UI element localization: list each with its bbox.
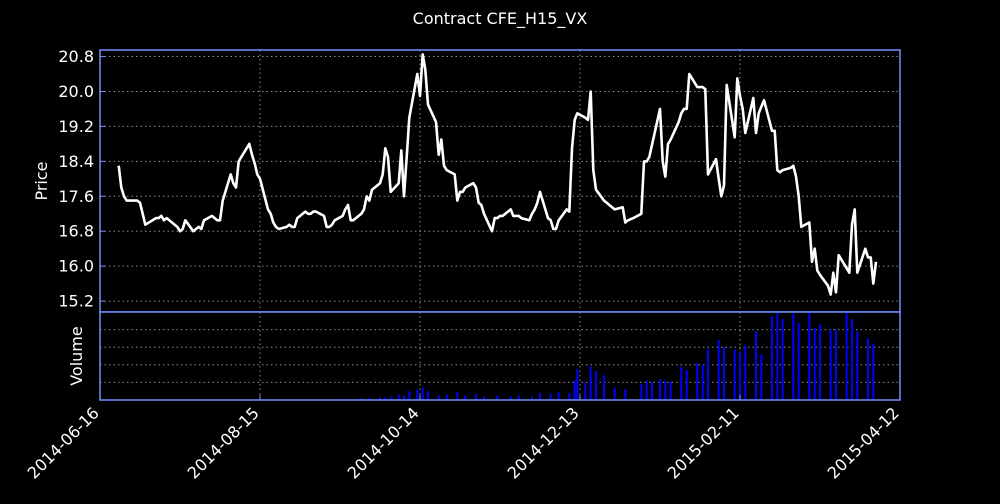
volume-bar (475, 393, 477, 400)
price-y-tick-label: 17.6 (58, 187, 94, 206)
volume-bar (379, 397, 381, 400)
price-y-ticks: 15.2 16.0 16.8 17.6 18.4 19.2 20.0 20.8 (58, 47, 105, 311)
volume-bar (792, 313, 795, 400)
volume-bar (613, 387, 616, 400)
volume-y-axis-label: Volume (67, 326, 86, 386)
price-y-tick-label: 20.0 (58, 82, 94, 101)
volume-bar (872, 343, 875, 400)
volume-bar (640, 384, 643, 400)
volume-bar (867, 338, 869, 400)
volume-bar (797, 322, 800, 400)
x-tick-label: 2014-08-15 (184, 403, 263, 482)
price-grid (99, 50, 901, 312)
volume-bar (755, 331, 757, 400)
volume-bar (696, 363, 699, 400)
volume-bar (456, 392, 459, 400)
volume-bar (776, 312, 779, 400)
x-tick-label: 2014-12-13 (504, 403, 583, 482)
price-y-tick-label: 18.4 (58, 152, 94, 171)
price-series-line (117, 53, 878, 296)
volume-bar (771, 316, 773, 400)
x-axis-ticks: 2014-06-16 2014-08-15 2014-10-14 2014-12-13… (24, 395, 903, 483)
price-y-tick-label: 20.8 (58, 47, 94, 66)
volume-bar (427, 391, 429, 400)
x-tick-label: 2014-06-16 (24, 403, 103, 482)
x-tick-label: 2014-10-14 (344, 403, 423, 482)
volume-bar (813, 327, 816, 400)
volume-bar (669, 381, 672, 400)
chart-title: Contract CFE_H15_VX (413, 9, 588, 29)
volume-bar (624, 389, 627, 400)
x-tick-label: 2015-04-12 (824, 403, 903, 482)
volume-bar (701, 364, 704, 400)
volume-bar (733, 349, 736, 400)
volume-bar (595, 370, 597, 400)
volume-bar (664, 380, 667, 400)
volume-bar (645, 380, 648, 400)
volume-bar (509, 396, 512, 400)
price-plot-area (100, 50, 900, 312)
volume-bar (651, 382, 653, 400)
volume-bar (421, 387, 424, 400)
volume-bar (389, 396, 392, 400)
volume-bars (341, 312, 875, 400)
volume-bar (603, 375, 605, 400)
volume-bar (685, 370, 688, 400)
volume-bar (496, 395, 499, 400)
volume-bar (445, 394, 448, 400)
volume-bar (819, 324, 821, 400)
volume-bar (739, 351, 741, 400)
volume-bar (584, 382, 587, 400)
volume-bar (483, 396, 485, 400)
volume-bar (557, 392, 560, 400)
volume-bar (384, 397, 387, 400)
volume-bar (403, 395, 405, 400)
volume-axes-frame (99, 311, 901, 401)
volume-bar (576, 369, 579, 400)
volume-bar (717, 340, 720, 400)
volume-bar (573, 380, 576, 400)
volume-bar (760, 354, 763, 400)
price-panel: 15.2 16.0 16.8 17.6 18.4 19.2 20.0 20.8 Price (32, 47, 901, 313)
volume-bar (851, 319, 853, 400)
volume-bar (464, 395, 467, 400)
x-tick-label: 2015-02-11 (664, 403, 743, 482)
volume-bar (808, 312, 811, 400)
volume-bar (829, 329, 832, 400)
volume-bar (408, 391, 411, 400)
volume-bar (835, 329, 837, 400)
volume-bar (707, 348, 709, 400)
price-y-tick-label: 19.2 (58, 117, 94, 136)
volume-bar (744, 345, 747, 400)
volume-bar (549, 393, 552, 400)
volume-bar (568, 392, 571, 400)
price-y-tick-label: 16.0 (58, 257, 94, 276)
price-y-tick-label: 16.8 (58, 222, 94, 241)
volume-bar (845, 312, 848, 400)
volume-bar (680, 366, 683, 400)
volume-bar (781, 319, 784, 400)
volume-bar (360, 398, 363, 400)
price-y-tick-label: 15.2 (58, 292, 94, 311)
volume-bar (368, 398, 371, 400)
volume-bar (416, 389, 419, 400)
volume-bar (437, 395, 440, 400)
volume-plot-area (100, 312, 900, 400)
price-y-axis-label: Price (32, 161, 51, 200)
volume-bar (589, 366, 592, 400)
volume-bar (517, 395, 520, 400)
volume-bar (723, 347, 725, 400)
volume-bar (531, 396, 533, 400)
volume-bar (856, 331, 859, 400)
volume-bar (539, 392, 541, 400)
volume-bar (659, 378, 661, 400)
volume-panel: Volume (67, 311, 901, 401)
volume-bar (397, 394, 400, 400)
